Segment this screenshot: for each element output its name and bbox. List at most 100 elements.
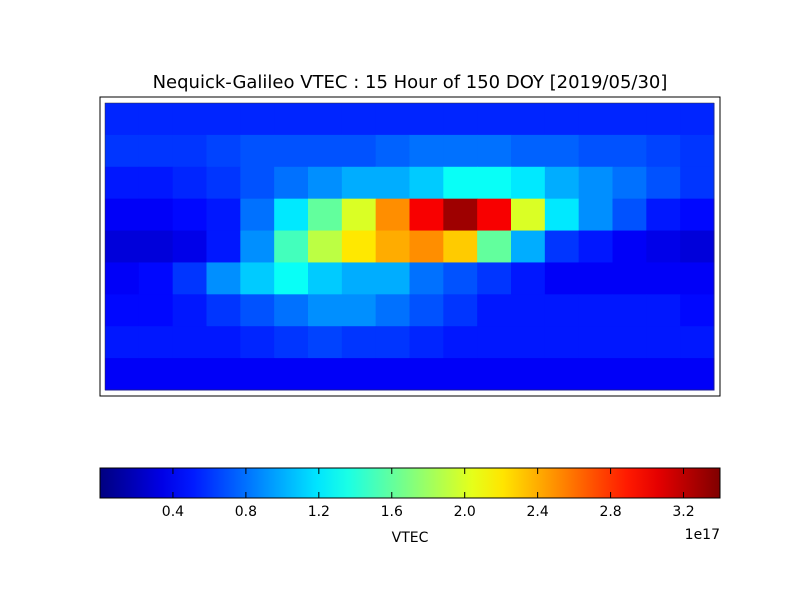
heatmap-cell	[409, 230, 444, 263]
heatmap-cell	[578, 134, 613, 168]
heatmap-cell	[409, 262, 444, 295]
colorbar-tick-label: 0.4	[162, 504, 184, 520]
heatmap-cell	[274, 134, 309, 168]
heatmap-cell	[341, 294, 377, 327]
heatmap-cell	[578, 103, 613, 136]
heatmap-cell	[443, 198, 478, 232]
heatmap-cell	[612, 134, 647, 168]
heatmap-cell	[544, 294, 580, 327]
heatmap-cell	[511, 358, 546, 391]
heatmap-cell	[138, 198, 174, 232]
heatmap-cell	[443, 358, 478, 391]
heatmap-cell	[308, 103, 343, 136]
heatmap-cell	[646, 198, 681, 232]
heatmap-cell	[680, 358, 715, 391]
heatmap-cell	[578, 198, 613, 232]
heatmap-cell	[240, 134, 275, 168]
heatmap-cell	[511, 166, 546, 200]
heatmap-cell	[240, 358, 275, 391]
heatmap-cell	[375, 262, 410, 295]
heatmap-cell	[172, 198, 207, 232]
heatmap-cell	[544, 198, 580, 232]
colorbar-label: VTEC	[392, 530, 429, 546]
heatmap-cell	[138, 358, 174, 391]
heatmap-cell	[375, 198, 410, 232]
heatmap-cell	[308, 326, 343, 359]
heatmap-cell	[477, 103, 512, 136]
heatmap-cell	[646, 358, 681, 391]
heatmap-cell	[612, 326, 647, 359]
heatmap-cell	[240, 294, 275, 327]
heatmap-cell	[341, 134, 377, 168]
heatmap-cell	[477, 326, 512, 359]
heatmap-cell	[443, 134, 478, 168]
heatmap-cell	[409, 103, 444, 136]
heatmap-cell	[680, 262, 715, 295]
heatmap-cell	[680, 166, 715, 200]
heatmap	[105, 103, 715, 391]
heatmap-cell	[206, 262, 241, 295]
heatmap-cell	[375, 230, 410, 263]
heatmap-cell	[612, 103, 647, 136]
heatmap-cell	[646, 262, 681, 295]
heatmap-cell	[105, 294, 140, 327]
heatmap-cell	[680, 103, 715, 136]
heatmap-cell	[206, 230, 241, 263]
heatmap-cell	[612, 294, 647, 327]
heatmap-cell	[375, 358, 410, 391]
heatmap-cell	[578, 166, 613, 200]
heatmap-cell	[680, 198, 715, 232]
heatmap-cell	[409, 198, 444, 232]
heatmap-cell	[544, 262, 580, 295]
heatmap-cell	[511, 326, 546, 359]
heatmap-cell	[375, 326, 410, 359]
heatmap-cell	[544, 134, 580, 168]
heatmap-cell	[308, 262, 343, 295]
heatmap-cell	[646, 103, 681, 136]
heatmap-cell	[578, 230, 613, 263]
heatmap-cell	[105, 134, 140, 168]
colorbar	[99, 467, 721, 499]
heatmap-cell	[612, 166, 647, 200]
heatmap-cell	[274, 230, 309, 263]
heatmap-cell	[578, 294, 613, 327]
heatmap-cell	[443, 326, 478, 359]
heatmap-cell	[308, 230, 343, 263]
heatmap-cell	[308, 134, 343, 168]
heatmap-cell	[206, 103, 241, 136]
heatmap-cell	[544, 358, 580, 391]
heatmap-cell	[138, 134, 174, 168]
heatmap-cell	[172, 326, 207, 359]
heatmap-cell	[612, 230, 647, 263]
heatmap-cell	[646, 134, 681, 168]
heatmap-cell	[375, 166, 410, 200]
heatmap-cell	[138, 326, 174, 359]
heatmap-cell	[138, 294, 174, 327]
heatmap-cell	[375, 103, 410, 136]
heatmap-cell	[612, 198, 647, 232]
heatmap-cell	[375, 294, 410, 327]
heatmap-cell	[680, 326, 715, 359]
heatmap-cell	[172, 358, 207, 391]
offset-label: 1e17	[685, 527, 720, 543]
heatmap-cell	[680, 294, 715, 327]
heatmap-cell	[138, 230, 174, 263]
heatmap-cell	[612, 262, 647, 295]
heatmap-cell	[105, 358, 140, 391]
heatmap-cell	[511, 230, 546, 263]
heatmap-cell	[341, 326, 377, 359]
heatmap-cell	[240, 198, 275, 232]
heatmap-cell	[341, 262, 377, 295]
heatmap-cell	[341, 198, 377, 232]
heatmap-cell	[308, 198, 343, 232]
heatmap-cell	[206, 198, 241, 232]
heatmap-cell	[646, 230, 681, 263]
heatmap-cell	[206, 166, 241, 200]
colorbar-tick-label: 2.4	[527, 504, 549, 520]
heatmap-cell	[138, 103, 174, 136]
heatmap-cell	[172, 294, 207, 327]
heatmap-cell	[308, 358, 343, 391]
heatmap-cell	[443, 166, 478, 200]
